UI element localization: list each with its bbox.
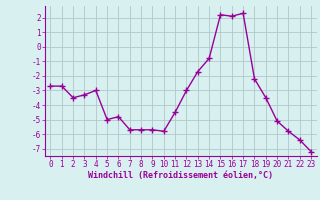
X-axis label: Windchill (Refroidissement éolien,°C): Windchill (Refroidissement éolien,°C) xyxy=(88,171,273,180)
